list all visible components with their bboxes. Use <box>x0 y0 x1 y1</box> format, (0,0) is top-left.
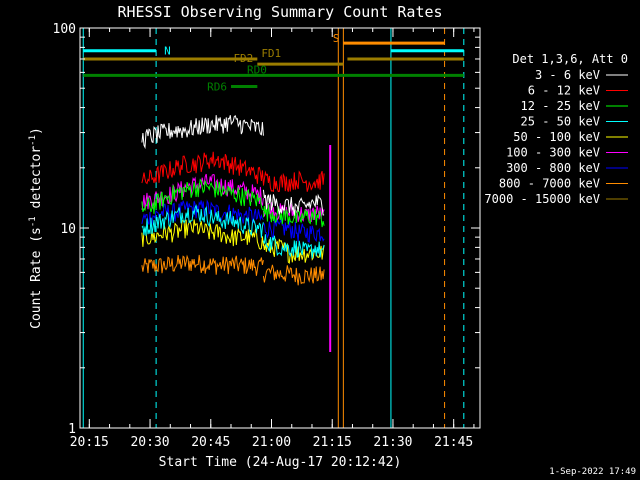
y-tick-label: 10 <box>60 222 76 237</box>
x-tick-label: 21:30 <box>373 435 412 450</box>
flag-label-rd0: RD0 <box>247 63 267 76</box>
y-axis-ticks: 1 10 100 <box>53 22 480 437</box>
flag-label-rd6: RD6 <box>207 80 227 93</box>
series-3-segment-1 <box>262 234 325 259</box>
series-7-segment-1 <box>262 264 325 286</box>
legend-label-4: 50 - 100 keV <box>513 130 600 144</box>
series-6-segment-0 <box>141 199 264 227</box>
series-2-segment-1 <box>262 204 325 228</box>
flag-label-fd2: FD2 <box>233 52 253 65</box>
series-0-segment-0 <box>141 114 264 150</box>
legend-label-3: 25 - 50 keV <box>521 115 600 129</box>
legend-label-7: 800 - 7000 keV <box>499 177 600 191</box>
series-5-segment-0 <box>141 173 264 210</box>
chart-title: RHESSI Observing Summary Count Rates <box>117 3 442 21</box>
flag-label-fd1: FD1 <box>261 47 281 60</box>
series-6-segment-1 <box>263 217 325 243</box>
series-1-segment-0 <box>141 151 264 185</box>
x-tick-label: 21:15 <box>313 435 352 450</box>
series-2-segment-0 <box>141 178 264 214</box>
y-axis-label-end: ) <box>29 127 44 135</box>
y-axis-label-sup2: -1 <box>28 135 38 146</box>
legend-label-5: 100 - 300 keV <box>506 146 600 160</box>
x-tick-label: 21:45 <box>434 435 473 450</box>
series-1-segment-1 <box>262 170 325 193</box>
series-0-segment-1 <box>262 189 325 216</box>
x-axis-label: Start Time (24-Aug-17 20:12:42) <box>159 455 402 470</box>
x-tick-label: 20:45 <box>191 435 230 450</box>
y-axis-label: Count Rate (s-1 detector-1) <box>28 127 44 329</box>
x-tick-label: 21:00 <box>252 435 291 450</box>
y-tick-label: 100 <box>53 22 76 37</box>
x-tick-label: 20:15 <box>70 435 109 450</box>
y-tick-label: 1 <box>68 422 76 437</box>
legend-label-0: 3 - 6 keV <box>535 68 600 82</box>
legend-label-8: 7000 - 15000 keV <box>484 192 600 206</box>
x-tick-label: 20:30 <box>130 435 169 450</box>
x-axis-ticks: 20:15 20:30 20:45 21:00 21:15 21:30 21:45 <box>70 28 475 450</box>
legend-label-6: 300 - 800 keV <box>506 161 600 175</box>
series-7-segment-0 <box>141 254 264 276</box>
y-axis-label-tail: detector <box>29 146 44 217</box>
date-stamp: 1-Sep-2022 17:49 <box>549 467 636 477</box>
legend-label-2: 12 - 25 keV <box>521 99 600 113</box>
legend-title: Det 1,3,6, Att 0 <box>512 52 628 66</box>
series-3-segment-0 <box>141 204 264 238</box>
flag-label-n: N <box>164 45 171 58</box>
y-axis-label-sup: -1 <box>28 216 38 227</box>
flag-label-s: S <box>333 32 340 45</box>
legend-label-1: 6 - 12 keV <box>528 84 600 98</box>
series-4-segment-0 <box>141 219 264 250</box>
y-axis-label-main: Count Rate (s <box>29 227 44 329</box>
